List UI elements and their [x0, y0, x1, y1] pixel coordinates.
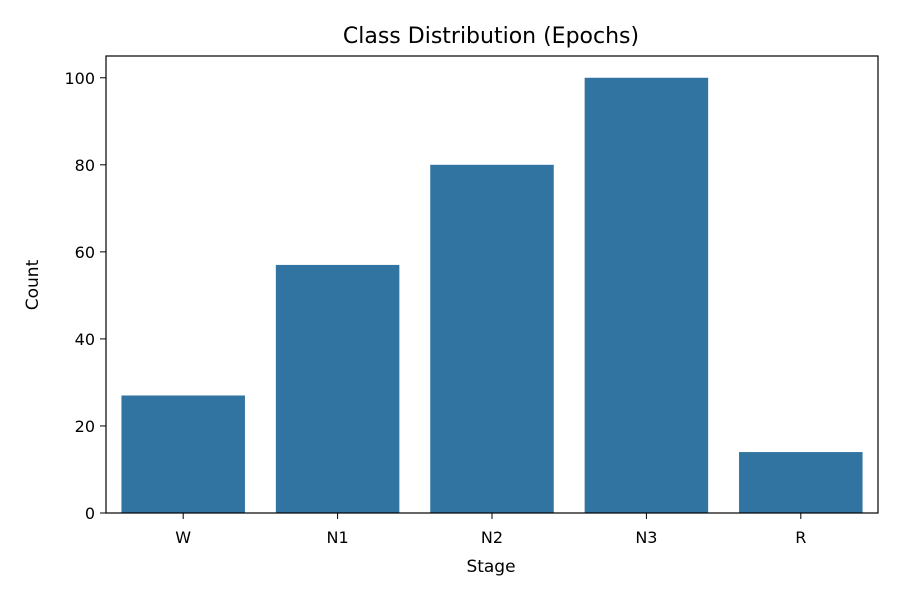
y-tick-label: 0 [85, 504, 95, 523]
y-tick-label: 80 [75, 156, 95, 175]
bars-group [121, 77, 863, 514]
bar-n2 [430, 164, 554, 514]
y-tick-label: 40 [75, 330, 95, 349]
x-axis-label: Stage [466, 557, 515, 577]
x-tick-label: N3 [635, 528, 657, 547]
y-tick-label: 20 [75, 417, 95, 436]
bar-n1 [275, 264, 400, 513]
y-tick-label: 60 [75, 243, 95, 262]
x-axis-ticks: W N1 N2 N3 R [175, 513, 806, 547]
x-tick-label: R [795, 528, 806, 547]
y-tick-label: 100 [64, 69, 95, 88]
bar-w [121, 395, 245, 513]
plot-frame [105, 55, 879, 514]
chart-title: Class Distribution (Epochs) [343, 24, 639, 49]
bar-n3 [584, 77, 709, 513]
x-tick-label: N1 [327, 528, 349, 547]
y-axis-ticks: 0 20 40 60 80 100 [64, 69, 106, 523]
x-tick-label: W [175, 528, 191, 547]
bar-r [739, 452, 863, 513]
y-axis-label: Count [23, 259, 43, 310]
x-tick-label: N2 [481, 528, 503, 547]
